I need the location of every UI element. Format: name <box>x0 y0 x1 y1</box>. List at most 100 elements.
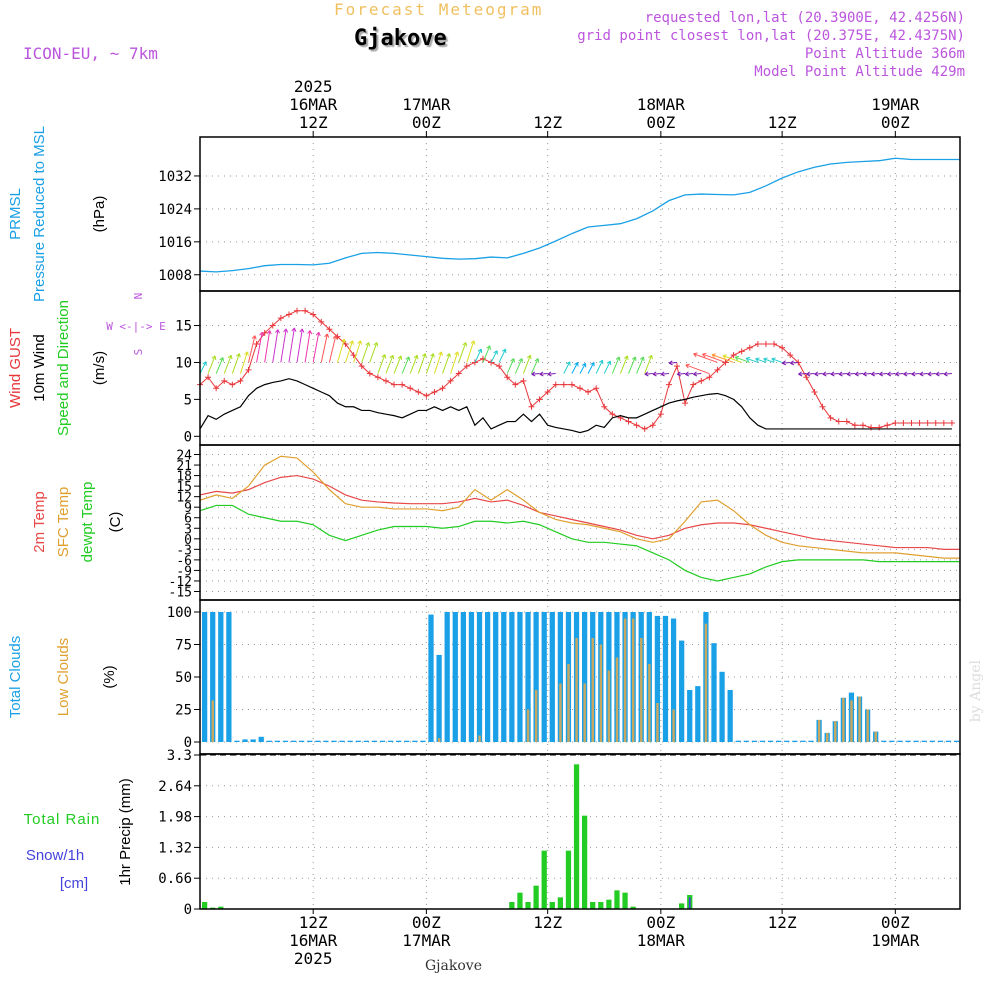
gust-marker <box>439 385 446 392</box>
wind-direction-arrow <box>895 371 904 377</box>
total-cloud-bar <box>234 740 240 742</box>
gust-marker <box>633 422 640 429</box>
gust-marker <box>568 381 575 388</box>
gust-marker <box>488 359 495 366</box>
gust-marker <box>690 381 697 388</box>
top-time-label: 12Z <box>533 113 562 132</box>
low-cloud-bar <box>437 738 441 742</box>
total-cloud-bar <box>428 614 434 742</box>
y-tick-label: 21 <box>176 459 192 474</box>
wind-direction-arrow <box>878 371 888 377</box>
rain-bar <box>218 906 224 909</box>
y-tick-label: 0.66 <box>158 871 192 887</box>
gust-marker <box>674 363 681 370</box>
total-cloud-bar <box>541 612 547 742</box>
wind-direction-arrow <box>919 371 928 377</box>
y-tick-label: 1008 <box>158 268 192 284</box>
y-tick-label: 0 <box>184 735 192 751</box>
gust-marker <box>431 389 438 395</box>
wind-dir-label: Speed and Direction <box>55 300 72 436</box>
footer-location: Gjakove <box>425 958 482 974</box>
gust-marker <box>835 418 842 425</box>
panel-frame-pressure <box>199 136 961 292</box>
total-cloud-bar <box>387 740 394 742</box>
wind-direction-arrow <box>345 340 354 363</box>
wind-direction-arrow <box>417 353 427 374</box>
wind-direction-arrow <box>763 357 775 363</box>
wind-direction-arrow <box>755 357 767 363</box>
wind-direction-arrow <box>644 371 653 377</box>
wind-direction-arrow <box>644 354 653 374</box>
wind-direction-arrow <box>296 328 305 363</box>
y-tick-label: -15 <box>169 585 192 600</box>
gust-marker <box>536 396 543 403</box>
wind-direction-arrow <box>814 371 823 377</box>
gust-marker <box>908 420 915 427</box>
pressure-line <box>199 157 960 273</box>
total-cloud-bar <box>743 740 749 742</box>
rain-bar <box>202 902 208 909</box>
gust-marker <box>665 381 672 388</box>
rain-bar <box>533 885 539 909</box>
y-tick-label: 75 <box>175 638 192 654</box>
wind-direction-arrow <box>595 359 604 374</box>
gust-marker <box>269 322 276 329</box>
rain-bar <box>598 902 604 909</box>
wind-direction-arrow <box>361 342 371 363</box>
y-tick-label: 5 <box>184 392 192 408</box>
wind-speed-line <box>199 378 952 434</box>
gust-marker <box>916 420 923 427</box>
rain-bar <box>622 892 628 909</box>
gust-marker <box>819 403 826 410</box>
y-tick-label: -3 <box>176 543 192 558</box>
top-time-label: 00Z <box>881 113 910 132</box>
low-cloud-bar <box>583 683 586 742</box>
total-cloud-bar <box>549 612 555 742</box>
gust-marker <box>205 374 212 381</box>
rain-bar <box>557 897 563 909</box>
low-cloud-bar <box>817 719 821 742</box>
gust-marker <box>560 381 567 388</box>
wind-direction-arrow <box>628 356 637 374</box>
total-cloud-bar <box>727 690 733 742</box>
y-tick-label: 18 <box>176 470 192 485</box>
total-cloud-bar <box>331 740 337 742</box>
top-time-label: 12Z <box>299 113 328 132</box>
wind-direction-arrow <box>466 340 476 363</box>
wind-direction-arrow <box>288 327 297 363</box>
low-cloud-bar <box>623 618 627 742</box>
model-altitude: Model Point Altitude 429m <box>754 64 965 80</box>
wind-direction-arrow <box>425 353 435 374</box>
precip-unit-label: 1hr Precip (mm) <box>117 778 134 886</box>
wind-direction-arrow <box>660 371 669 377</box>
gust-marker <box>520 377 527 384</box>
gust-marker <box>552 381 559 388</box>
top-time-label: 19MAR <box>871 95 920 114</box>
rain-bar <box>630 906 636 909</box>
gust-marker <box>649 422 656 429</box>
total-cloud-bar <box>258 736 264 742</box>
gust-marker <box>641 425 648 432</box>
y-tick-label: 6 <box>184 512 192 527</box>
total-cloud-bar <box>509 612 515 742</box>
gust-marker <box>577 385 583 392</box>
gust-marker <box>771 341 778 347</box>
pressure-label-1: PRMSL <box>7 188 24 240</box>
y-tick-label: 9 <box>184 501 192 516</box>
wind-direction-arrow <box>328 335 338 363</box>
gust-marker <box>318 318 325 325</box>
y-tick-label: 15 <box>176 480 192 495</box>
wind-direction-arrow <box>668 360 678 366</box>
t2m-line <box>199 474 960 550</box>
total-cloud-bar <box>323 740 329 742</box>
dewpt-label: dewpt Temp <box>79 482 96 563</box>
total-cloud-bar <box>290 740 297 742</box>
rain-bar <box>573 764 580 909</box>
total-cloud-bar <box>679 640 685 742</box>
wind-direction-arrow <box>790 360 799 366</box>
gust-marker <box>803 374 810 381</box>
wind-direction-arrow <box>272 329 280 363</box>
gust-marker <box>738 348 745 355</box>
wind-direction-arrow <box>579 362 587 374</box>
gust-line <box>199 310 952 430</box>
